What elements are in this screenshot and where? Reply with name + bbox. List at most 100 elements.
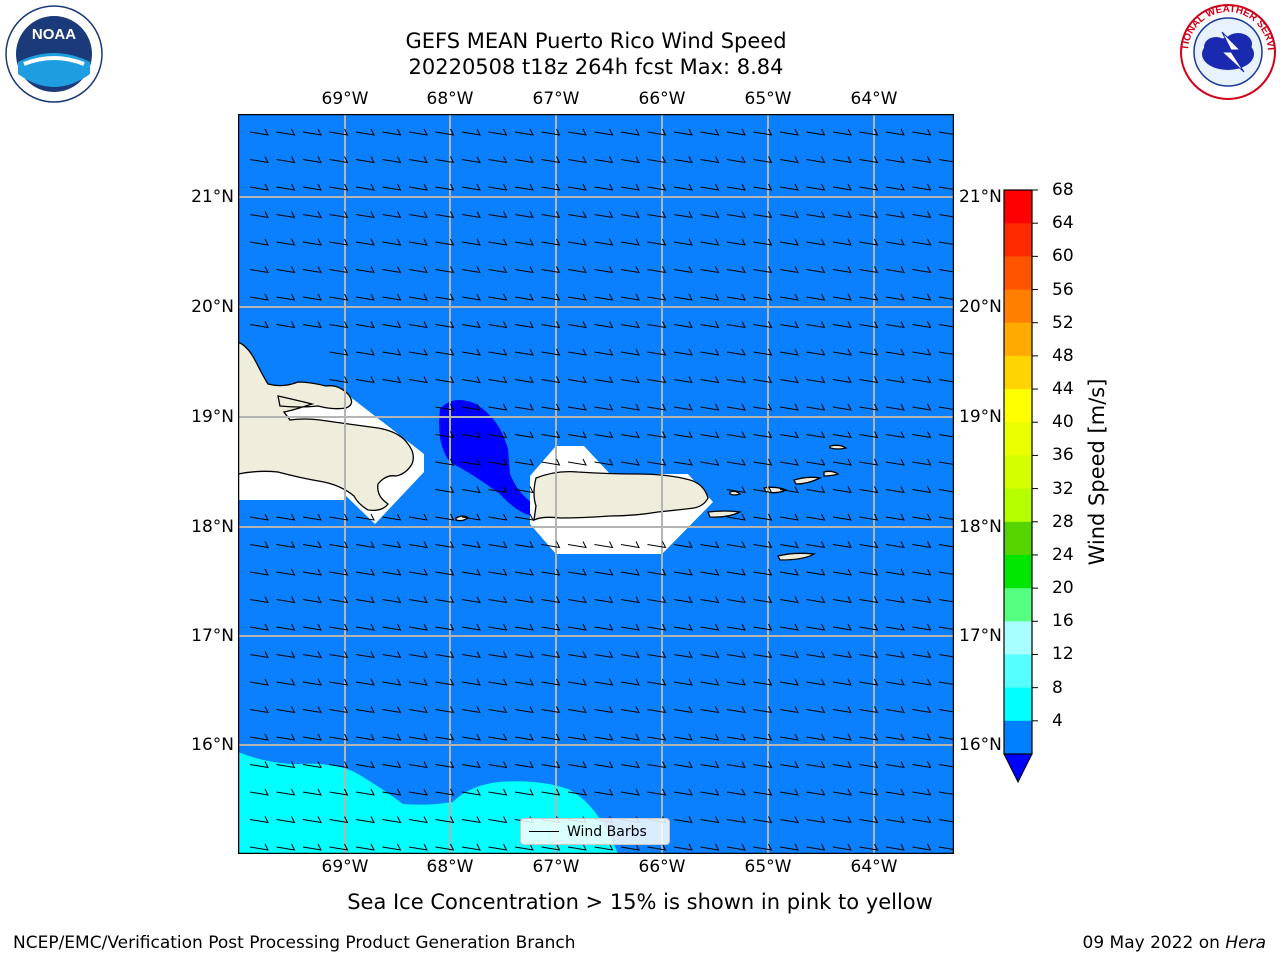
wind-barb (806, 486, 826, 494)
wind-barb (249, 733, 269, 741)
wind-barb (594, 678, 614, 686)
wind-barb (885, 596, 905, 604)
wind-barb (806, 623, 826, 631)
wind-barb (700, 321, 720, 329)
wind-barb (912, 761, 932, 769)
wind-barb (753, 266, 773, 274)
wind-barb (885, 568, 905, 576)
wind-barb (329, 211, 349, 219)
wind-barb (514, 568, 534, 576)
wind-barb (726, 678, 746, 686)
wind-barb (541, 623, 561, 631)
wind-barb (567, 348, 587, 356)
wind-barb (726, 816, 746, 824)
wind-barb (461, 293, 481, 301)
wind-barb (885, 211, 905, 219)
wind-barb (753, 238, 773, 246)
wind-barb (673, 733, 693, 741)
wind-barb (673, 788, 693, 796)
wind-barb (461, 348, 481, 356)
tortola-land (793, 476, 823, 485)
wind-barb (249, 541, 269, 549)
wind-barb (647, 128, 667, 136)
colorbar-tick-label: 36 (1052, 445, 1074, 466)
colorbar-segment (1004, 355, 1032, 390)
wind-barb (753, 128, 773, 136)
wind-barb (435, 376, 455, 384)
wind-barb (753, 183, 773, 191)
wind-barb (806, 128, 826, 136)
colorbar-tick-label: 4 (1052, 710, 1063, 731)
wind-barb (647, 651, 667, 659)
wind-barb (514, 293, 534, 301)
wind-barb (753, 293, 773, 301)
wind-barb (885, 348, 905, 356)
colorbar-tick-label: 8 (1052, 677, 1063, 698)
wind-barb (726, 376, 746, 384)
wind-barb (859, 623, 879, 631)
wind-barb (355, 183, 375, 191)
wind-barb (700, 733, 720, 741)
wind-barb (753, 431, 773, 439)
wind-barb (541, 128, 561, 136)
wind-barb (912, 541, 932, 549)
wind-barb (355, 788, 375, 796)
wind-barb (806, 293, 826, 301)
wind-barb (514, 761, 534, 769)
wind-barb (408, 238, 428, 246)
wind-barb (647, 321, 667, 329)
wind-barb (726, 183, 746, 191)
wind-barb (355, 128, 375, 136)
colorbar-segment (1004, 521, 1032, 556)
wind-barb (329, 623, 349, 631)
wind-barb (700, 623, 720, 631)
wind-barb (885, 128, 905, 136)
wind-barb (779, 403, 799, 411)
wind-barb (779, 541, 799, 549)
wind-barb (806, 706, 826, 714)
wind-barb (806, 541, 826, 549)
wind-barb (567, 761, 587, 769)
wind-barb (302, 733, 322, 741)
wind-barb (859, 183, 879, 191)
wind-barb (859, 458, 879, 466)
wind-barb (435, 486, 455, 494)
wind-barb (885, 486, 905, 494)
wind-barb (673, 403, 693, 411)
wind-barb (938, 486, 954, 493)
wind-barb (276, 678, 296, 686)
colorbar-frame (1003, 189, 1033, 755)
wind-barb (779, 761, 799, 769)
wind-barb (859, 211, 879, 219)
wind-barb (382, 348, 402, 356)
wind-barb (647, 183, 667, 191)
wind-barb (461, 788, 481, 796)
wind-barb (435, 541, 455, 549)
colorbar-tick-label: 20 (1052, 578, 1074, 599)
wind-barb (408, 513, 428, 521)
wind-barb (938, 376, 954, 383)
wind-barb (673, 376, 693, 384)
wind-barb (408, 376, 428, 384)
wind-barb (806, 211, 826, 219)
wind-barb (885, 541, 905, 549)
wind-barb (567, 266, 587, 274)
wind-barb (329, 321, 349, 329)
wind-barb (726, 568, 746, 576)
wind-barb (355, 651, 375, 659)
wind-barb (885, 513, 905, 521)
wind-barb (594, 788, 614, 796)
wind-barb (355, 596, 375, 604)
wind-barb (832, 816, 852, 824)
wind-barb (620, 596, 640, 604)
wind-barb (832, 458, 852, 466)
wind-barb (647, 431, 667, 439)
wind-barb (753, 403, 773, 411)
wind-barb (620, 623, 640, 631)
noaa-logo: NOAA (5, 5, 103, 103)
wind-barb (302, 156, 322, 164)
wind-barb (249, 816, 269, 824)
wind-barb (912, 596, 932, 604)
wind-barb (885, 183, 905, 191)
wind-barb (355, 513, 375, 521)
